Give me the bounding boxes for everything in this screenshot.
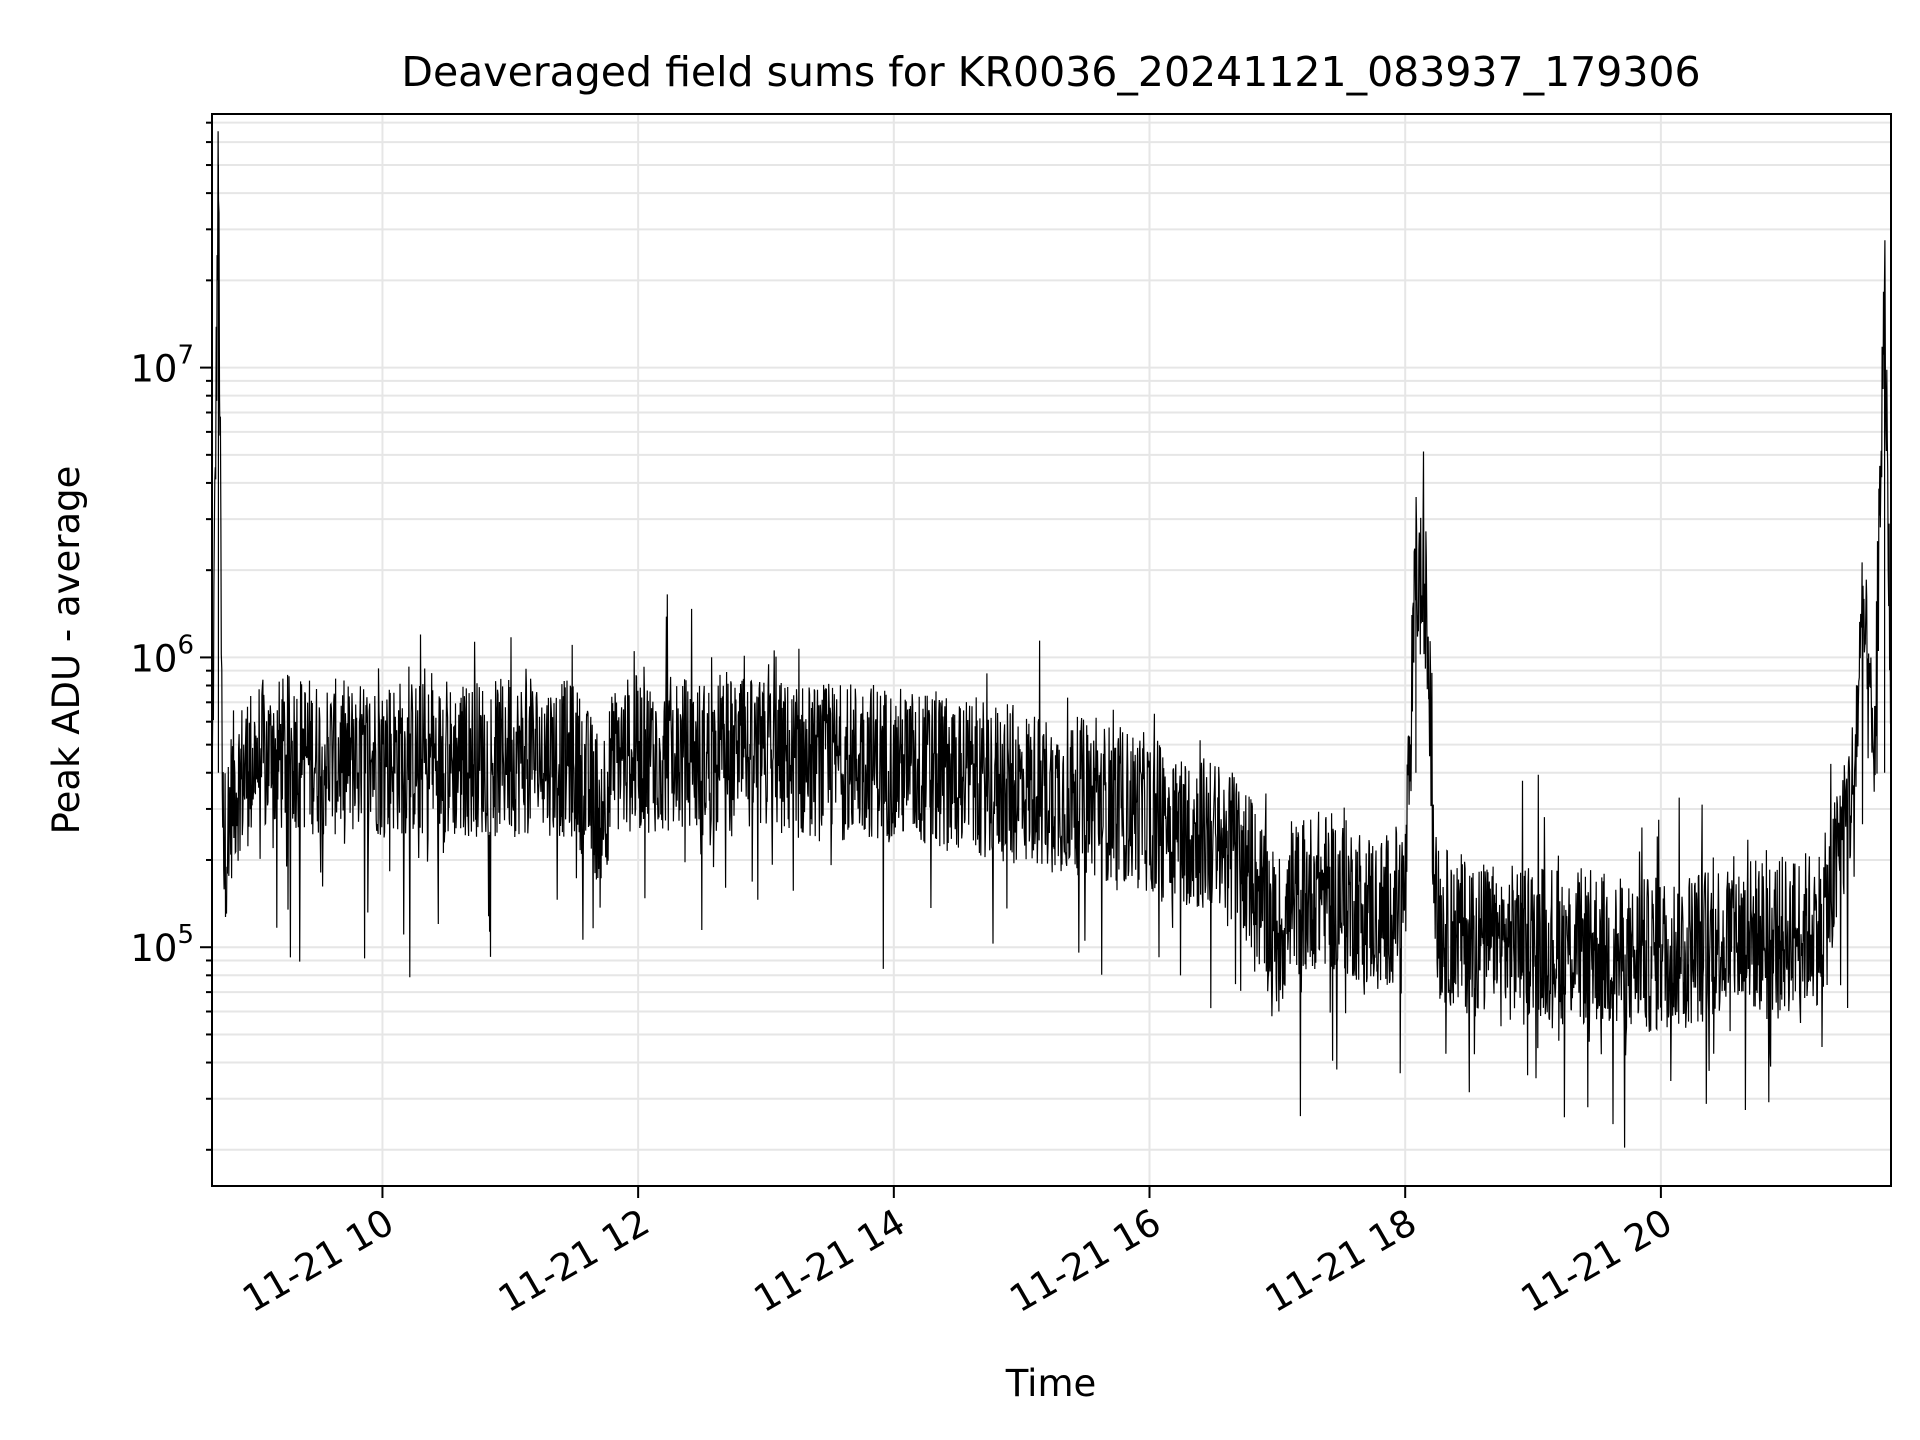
x-tick-label: 11-21 10 <box>235 1201 401 1321</box>
x-tick-label: 11-21 20 <box>1514 1201 1680 1321</box>
series-line <box>211 131 1892 1148</box>
y-tick-label: 106 <box>130 630 194 680</box>
chart-title: Deaveraged field sums for KR0036_2024112… <box>401 48 1700 96</box>
data-line <box>211 131 1892 1148</box>
x-tick-label: 11-21 16 <box>1002 1201 1168 1321</box>
y-axis-label: Peak ADU - average <box>45 466 88 835</box>
x-tick-label: 11-21 12 <box>491 1201 657 1321</box>
x-axis-label: Time <box>1005 1362 1097 1405</box>
y-tick-label: 105 <box>130 920 194 970</box>
x-tick-label: 11-21 14 <box>747 1201 913 1321</box>
y-tick-label: 107 <box>130 341 194 391</box>
x-tick-label: 11-21 18 <box>1258 1201 1424 1321</box>
grid <box>212 114 1891 1186</box>
plot-frame <box>211 113 1892 1187</box>
